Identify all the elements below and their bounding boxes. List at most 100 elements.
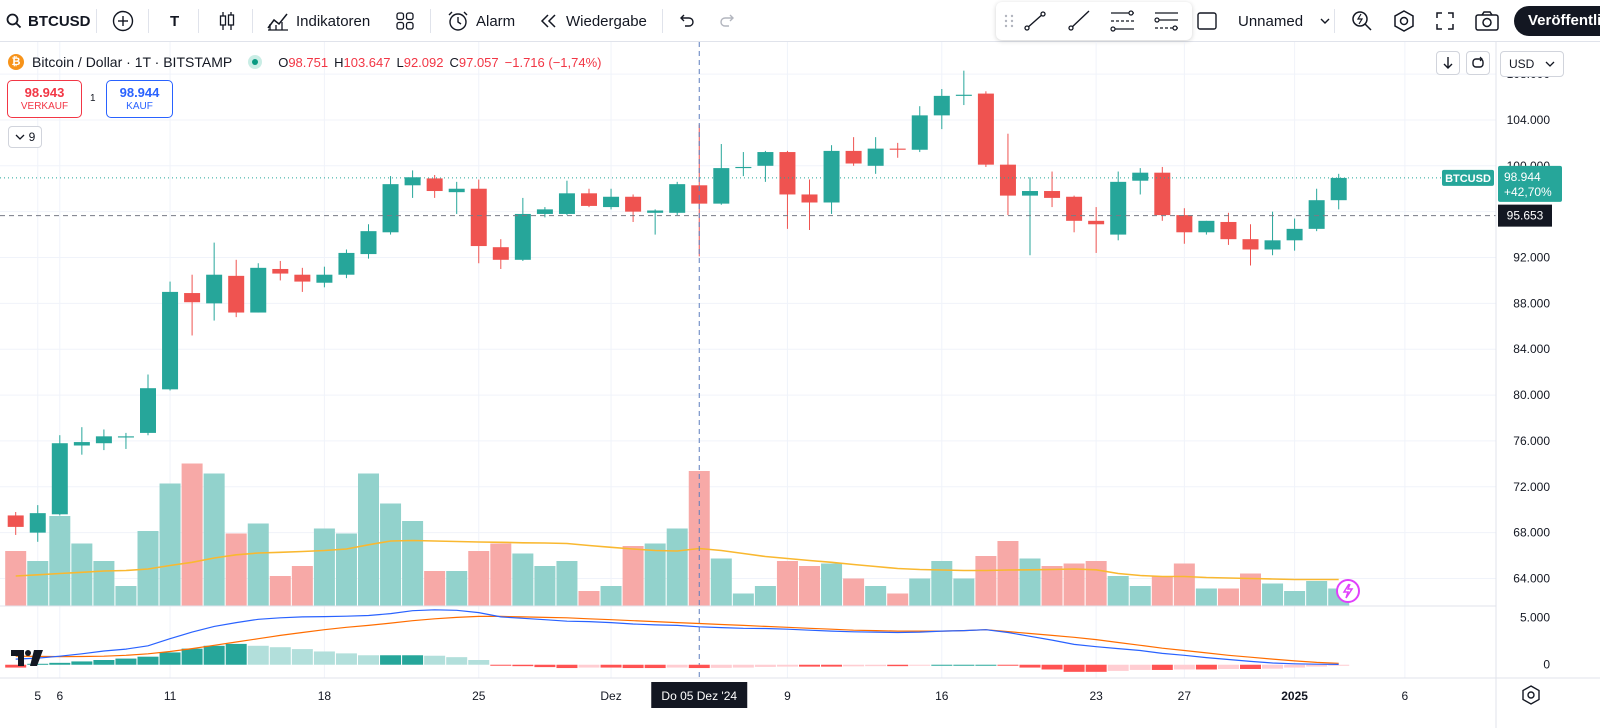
macd-histogram-bar bbox=[137, 656, 159, 665]
market-status-icon[interactable] bbox=[248, 55, 263, 69]
toolbar-divider bbox=[430, 9, 431, 33]
volume-bar bbox=[622, 546, 644, 606]
time-tick-label: 6 bbox=[1402, 689, 1409, 703]
quick-search-button[interactable] bbox=[1350, 0, 1374, 42]
fullscreen-button[interactable] bbox=[1434, 0, 1456, 42]
macd-histogram-bar bbox=[1195, 664, 1217, 670]
replay-button[interactable]: Wiedergabe bbox=[538, 0, 647, 42]
macd-histogram-bar bbox=[600, 664, 622, 668]
chart-settings-button[interactable] bbox=[1392, 0, 1416, 42]
scroll-to-latest-button[interactable] bbox=[1436, 51, 1460, 75]
price-tick-label: 64.000 bbox=[1513, 571, 1550, 585]
candle-body bbox=[845, 150, 862, 164]
candle-body bbox=[1242, 239, 1259, 250]
candle-body bbox=[1066, 196, 1083, 221]
candle-body bbox=[1286, 228, 1303, 241]
sell-button[interactable]: 98.943 VERKAUF bbox=[7, 80, 82, 118]
volume-ma-polyline bbox=[15, 539, 1339, 581]
macd-histogram-bar bbox=[446, 657, 468, 665]
macd-histogram-bar bbox=[49, 662, 71, 665]
lightning-alert-icon[interactable] bbox=[1336, 579, 1360, 603]
volume-bar bbox=[1041, 566, 1063, 606]
legend-title[interactable]: Bitcoin / Dollar · 1T · BITSTAMP bbox=[32, 54, 233, 70]
candle-body bbox=[713, 168, 730, 204]
chevron-down-icon bbox=[1545, 61, 1555, 67]
macd-histogram-bar bbox=[556, 664, 578, 669]
chart-settings-gear-icon[interactable] bbox=[1520, 684, 1542, 706]
macd-histogram-bar bbox=[931, 664, 953, 666]
ray-tool[interactable] bbox=[1066, 2, 1092, 40]
macd-histogram-bar bbox=[335, 653, 357, 665]
candle-body bbox=[338, 252, 355, 275]
volume-bars bbox=[5, 463, 1350, 606]
chart-type-button[interactable] bbox=[216, 0, 238, 42]
drag-handle[interactable] bbox=[1004, 2, 1014, 40]
price-tag-change: +42,70% bbox=[1504, 185, 1552, 199]
interval-button[interactable]: T bbox=[170, 0, 179, 42]
macd-histogram-bar bbox=[776, 664, 798, 667]
reset-chart-button[interactable] bbox=[1466, 51, 1490, 75]
macd-histogram-bar bbox=[1129, 664, 1151, 670]
toolbar-divider bbox=[1334, 9, 1335, 33]
publish-button[interactable]: Veröffentlichen bbox=[1514, 6, 1600, 36]
candle-body bbox=[911, 115, 928, 150]
symbol-label: BTCUSD bbox=[28, 12, 91, 30]
buy-button[interactable]: 98.944 KAUF bbox=[106, 80, 173, 118]
price-tick-label: 104.000 bbox=[1507, 113, 1551, 127]
fib-retracement-tool[interactable] bbox=[1108, 2, 1136, 40]
candle-body bbox=[889, 148, 906, 150]
candles bbox=[7, 70, 1347, 542]
volume-bar bbox=[1151, 576, 1173, 606]
macd-histogram-bar bbox=[666, 664, 688, 668]
layout-menu-button[interactable]: Unnamed bbox=[1196, 0, 1331, 42]
currency-select[interactable]: USD bbox=[1500, 51, 1564, 77]
volume-bar bbox=[313, 528, 335, 606]
indicators-button[interactable]: Indikatoren bbox=[266, 0, 370, 42]
compare-symbol-button[interactable] bbox=[112, 0, 134, 42]
candle-body bbox=[1264, 240, 1281, 250]
candle-body bbox=[669, 184, 686, 213]
camera-icon bbox=[1475, 11, 1499, 31]
symbol-search-button[interactable]: BTCUSD bbox=[6, 0, 91, 42]
macd-histogram-bar bbox=[115, 658, 137, 665]
plus-circle-icon bbox=[112, 10, 134, 32]
redo-button[interactable] bbox=[718, 0, 738, 42]
symbol-tag-label: BTCUSD bbox=[1445, 173, 1491, 185]
macd-histogram-bar bbox=[1240, 664, 1261, 669]
candle-body bbox=[1220, 221, 1237, 240]
candle-body bbox=[206, 274, 223, 304]
alert-button[interactable]: Alarm bbox=[446, 0, 515, 42]
macd-signal-line bbox=[15, 615, 1339, 664]
candle-body bbox=[625, 196, 642, 212]
time-tick-label: 6 bbox=[56, 689, 63, 703]
time-tick-label: 23 bbox=[1089, 689, 1103, 703]
undo-button[interactable] bbox=[676, 0, 696, 42]
macd-histogram-bar bbox=[1151, 664, 1173, 670]
volume-bar bbox=[1306, 581, 1328, 606]
candle-body bbox=[162, 291, 179, 390]
volume-bar bbox=[1129, 586, 1151, 606]
macd-histogram-bar bbox=[534, 664, 556, 668]
drawing-favorites-toolbar bbox=[996, 2, 1192, 40]
volume-bar bbox=[644, 543, 666, 606]
layouts-button[interactable] bbox=[394, 0, 416, 42]
price-chart[interactable]: 64.000 68.000 72.000 76.000 80.000 84.000 88.0… bbox=[0, 42, 1600, 728]
candle-body bbox=[294, 274, 311, 282]
fullscreen-icon bbox=[1436, 12, 1454, 30]
volume-bar bbox=[534, 566, 556, 606]
macd-histogram-bar bbox=[291, 649, 313, 665]
price-axis-background bbox=[1496, 42, 1600, 728]
trend-line-tool[interactable] bbox=[1022, 2, 1048, 40]
trend-line-icon bbox=[1024, 11, 1046, 31]
alarm-clock-icon bbox=[448, 11, 468, 31]
candle-body bbox=[558, 193, 575, 214]
time-tick-label: 27 bbox=[1178, 689, 1192, 703]
fib-extension-tool[interactable] bbox=[1152, 2, 1180, 40]
screenshot-button[interactable] bbox=[1474, 0, 1500, 42]
macd-histogram-bar bbox=[402, 655, 424, 665]
candle-body bbox=[316, 274, 333, 283]
macd-histogram-bar bbox=[247, 645, 269, 665]
indicators-collapse-button[interactable]: 9 bbox=[8, 126, 42, 148]
tradingview-logo-icon[interactable] bbox=[10, 648, 46, 668]
volume-bar bbox=[5, 551, 27, 606]
